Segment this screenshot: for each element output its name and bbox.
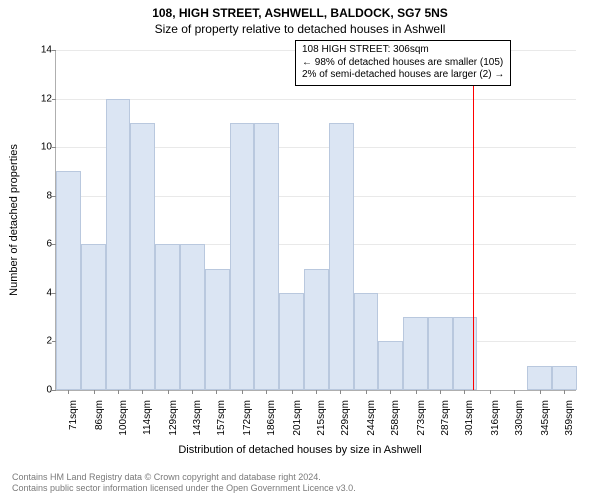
xtick-label: 330sqm [514,396,525,436]
xtick-mark [340,390,341,394]
attribution-footer: Contains HM Land Registry data © Crown c… [12,472,356,494]
xtick-mark [118,390,119,394]
histogram-bar [354,293,379,390]
info-line-2: ← 98% of detached houses are smaller (10… [302,57,504,70]
histogram-bar [155,244,180,390]
gridline [56,99,576,100]
xtick-label: 229sqm [340,396,351,436]
xtick-label: 100sqm [118,396,129,436]
histogram-bar [453,317,478,390]
histogram-bar [279,293,304,390]
histogram-bar [106,99,131,390]
xtick-label: 273sqm [416,396,427,436]
chart-subtitle: Size of property relative to detached ho… [0,22,600,36]
info-line-1: 108 HIGH STREET: 306sqm [302,44,504,57]
xtick-label: 143sqm [192,396,203,436]
footer-line-1: Contains HM Land Registry data © Crown c… [12,472,356,483]
xtick-label: 129sqm [168,396,179,436]
histogram-bar [180,244,205,390]
histogram-bar [527,366,552,390]
histogram-bar [552,366,577,390]
ytick-label: 8 [46,190,56,201]
histogram-bar [230,123,255,390]
xtick-label: 316sqm [490,396,501,436]
xtick-label: 172sqm [242,396,253,436]
xtick-mark [464,390,465,394]
xtick-label: 301sqm [464,396,475,436]
histogram-bar [130,123,155,390]
xtick-mark [390,390,391,394]
histogram-bar [81,244,106,390]
ytick-label: 6 [46,239,56,250]
xtick-mark [564,390,565,394]
xtick-label: 71sqm [68,396,79,430]
histogram-bar [403,317,428,390]
xtick-label: 258sqm [390,396,401,436]
plot-area: 0246810121471sqm86sqm100sqm114sqm129sqm1… [55,50,576,391]
xtick-mark [292,390,293,394]
histogram-bar [205,269,230,390]
xtick-mark [68,390,69,394]
histogram-bar [56,171,81,390]
xtick-mark [216,390,217,394]
xtick-mark [94,390,95,394]
xtick-label: 186sqm [266,396,277,436]
xtick-mark [540,390,541,394]
xtick-mark [168,390,169,394]
xtick-mark [192,390,193,394]
ytick-label: 10 [41,142,56,153]
histogram-bar [254,123,279,390]
footer-line-2: Contains public sector information licen… [12,483,356,494]
ytick-label: 12 [41,93,56,104]
xtick-mark [366,390,367,394]
histogram-bar [428,317,453,390]
marker-info-box: 108 HIGH STREET: 306sqm ← 98% of detache… [295,40,511,86]
xtick-label: 359sqm [564,396,575,436]
xtick-mark [416,390,417,394]
chart-container: 108, HIGH STREET, ASHWELL, BALDOCK, SG7 … [0,0,600,500]
xtick-mark [514,390,515,394]
xtick-label: 201sqm [292,396,303,436]
ytick-label: 2 [46,336,56,347]
xtick-mark [266,390,267,394]
marker-line [473,50,474,390]
ytick-label: 4 [46,287,56,298]
xtick-label: 345sqm [540,396,551,436]
xtick-label: 287sqm [440,396,451,436]
histogram-bar [304,269,329,390]
xtick-mark [316,390,317,394]
xtick-label: 157sqm [216,396,227,436]
x-axis-label: Distribution of detached houses by size … [0,444,600,456]
xtick-label: 114sqm [142,396,153,435]
chart-title: 108, HIGH STREET, ASHWELL, BALDOCK, SG7 … [0,0,600,20]
y-axis-label: Number of detached properties [8,144,20,296]
info-line-3: 2% of semi-detached houses are larger (2… [302,69,504,82]
xtick-mark [440,390,441,394]
xtick-label: 215sqm [316,396,327,436]
xtick-mark [142,390,143,394]
xtick-label: 244sqm [366,396,377,436]
ytick-label: 14 [41,45,56,56]
ytick-label: 0 [46,385,56,396]
histogram-bar [329,123,354,390]
histogram-bar [378,341,403,390]
xtick-label: 86sqm [94,396,105,430]
xtick-mark [490,390,491,394]
xtick-mark [242,390,243,394]
